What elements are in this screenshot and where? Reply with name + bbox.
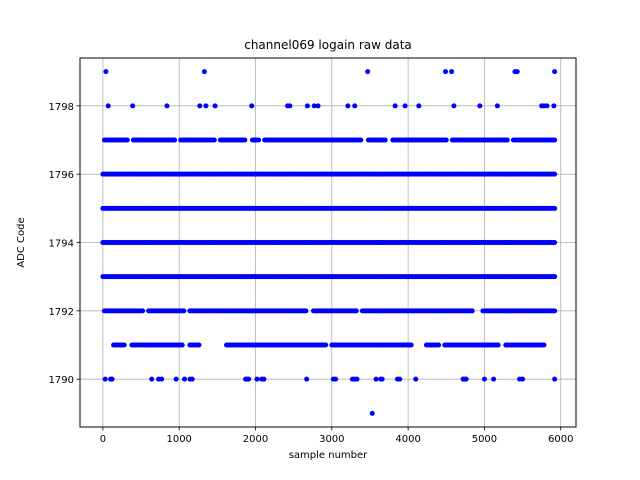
data-point (182, 376, 188, 382)
data-point (552, 137, 558, 143)
data-point (544, 103, 550, 109)
data-point (369, 410, 375, 416)
data-point (130, 103, 136, 109)
data-point (358, 137, 364, 143)
data-point (416, 103, 422, 109)
data-point (451, 103, 457, 109)
y-tick-label: 1798 (49, 102, 74, 113)
data-point (124, 137, 130, 143)
data-point (242, 137, 248, 143)
data-point (109, 376, 115, 382)
data-point (552, 274, 558, 280)
data-point (189, 376, 195, 382)
y-tick-label: 1796 (49, 170, 74, 181)
x-tick-label: 1000 (166, 434, 191, 445)
data-point (315, 103, 321, 109)
data-point (552, 205, 558, 211)
y-tick-label: 1794 (49, 239, 74, 250)
data-point (303, 308, 309, 314)
data-point (212, 103, 218, 109)
data-point (494, 103, 500, 109)
data-point (345, 103, 351, 109)
data-point (102, 376, 108, 382)
x-tick-label: 5000 (472, 434, 497, 445)
x-tick-label: 3000 (319, 434, 344, 445)
data-points (100, 69, 558, 416)
data-point (261, 376, 267, 382)
data-point (159, 376, 165, 382)
data-point (552, 240, 558, 245)
data-point (333, 376, 339, 382)
data-point (256, 137, 262, 143)
data-point (365, 69, 371, 75)
y-tick-label: 1790 (49, 375, 74, 386)
data-point (477, 103, 483, 109)
chart-title: channel069 logain raw data (244, 38, 412, 52)
data-point (469, 308, 475, 314)
data-point (287, 103, 293, 109)
data-point (413, 376, 419, 382)
x-tick-label: 2000 (243, 434, 268, 445)
data-point (551, 103, 557, 109)
data-point (491, 376, 497, 382)
data-point (304, 376, 310, 382)
data-point (103, 69, 109, 75)
x-tick-label: 0 (100, 434, 106, 445)
data-point (449, 69, 455, 75)
data-point (354, 376, 360, 382)
y-axis-label: ADC Code (16, 217, 27, 267)
data-point (382, 137, 388, 143)
x-tick-label: 4000 (395, 434, 420, 445)
data-point (164, 103, 170, 109)
x-tick-label: 6000 (548, 434, 573, 445)
data-point (443, 137, 449, 143)
data-point (520, 376, 526, 382)
data-point (304, 103, 310, 109)
data-point (196, 342, 202, 348)
data-point (379, 376, 385, 382)
data-point (181, 308, 187, 314)
data-point (172, 137, 178, 143)
data-point (408, 342, 414, 348)
data-point (504, 137, 510, 143)
axis-ticks: 0 1000 2000 3000 4000 5000 6000 1790 1792 1794 179… (49, 102, 574, 445)
data-point (443, 69, 449, 75)
data-point (392, 103, 398, 109)
data-point (179, 342, 185, 348)
data-point (541, 342, 547, 348)
data-point (402, 103, 408, 109)
data-point (463, 376, 469, 382)
data-point (173, 376, 179, 382)
data-point (495, 342, 501, 348)
data-point (436, 342, 442, 348)
data-point (552, 171, 558, 177)
data-point (254, 376, 260, 382)
data-point (323, 342, 329, 348)
data-point (197, 103, 203, 109)
data-point (552, 308, 558, 314)
data-point (352, 103, 358, 109)
data-point (481, 376, 487, 382)
data-point (353, 308, 359, 314)
data-point (105, 103, 111, 109)
data-point (211, 137, 217, 143)
data-point (149, 376, 155, 382)
data-point (249, 103, 255, 109)
data-point (201, 69, 207, 75)
data-point (373, 376, 379, 382)
data-point (203, 103, 209, 109)
data-point (246, 376, 252, 382)
data-point (514, 69, 520, 75)
x-axis-label: sample number (289, 450, 368, 461)
data-point (311, 103, 317, 109)
data-point (552, 376, 558, 382)
data-point (552, 69, 558, 75)
data-point (121, 342, 127, 348)
y-tick-label: 1792 (49, 307, 74, 318)
data-point (397, 376, 403, 382)
data-point (140, 308, 146, 314)
